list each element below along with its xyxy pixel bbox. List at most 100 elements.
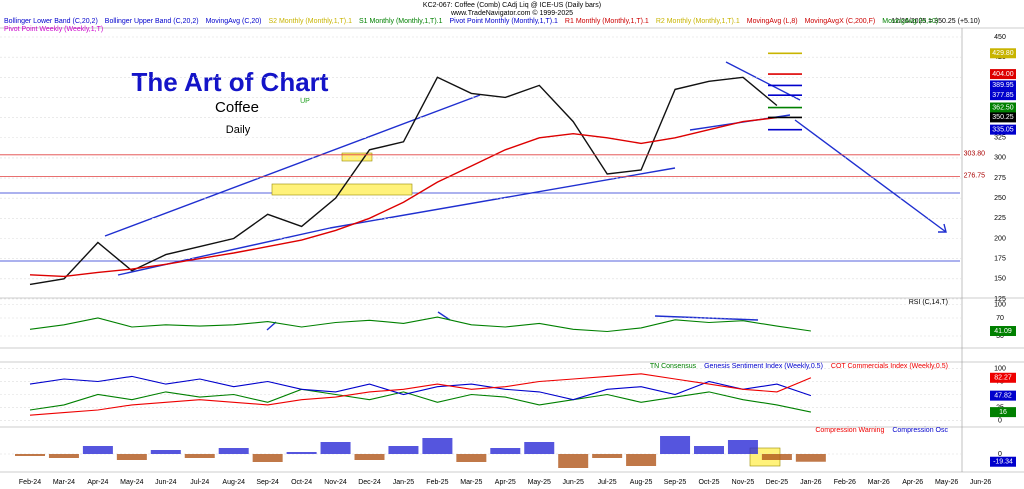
chart-subtitle: Coffee	[215, 99, 259, 116]
osc-bar	[558, 454, 589, 468]
x-tick-label: Jul-25	[598, 479, 617, 486]
level-label: 377.85	[992, 92, 1014, 99]
osc-bar	[422, 438, 453, 454]
value-label: 16	[999, 409, 1007, 416]
y-tick-label: 70	[996, 315, 1004, 322]
period: Daily	[226, 124, 251, 136]
x-tick-label: Jun-24	[155, 479, 177, 486]
osc-bar	[116, 454, 147, 460]
x-tick-label: May-26	[935, 479, 958, 486]
series-line	[29, 76, 778, 286]
x-tick-label: Mar-25	[460, 479, 482, 486]
legend-item: Pivot Point Monthly (Monthly,1,T).1	[450, 18, 559, 25]
x-tick-label: Dec-24	[358, 479, 381, 486]
x-tick-label: Oct-24	[291, 479, 312, 486]
value-label: -19.34	[993, 459, 1013, 466]
x-tick-label: Feb-24	[19, 479, 41, 486]
value-box	[990, 326, 1016, 337]
value-label: 47.82	[994, 392, 1012, 399]
legend-item: Compression Osc	[892, 427, 948, 434]
y-tick-label: 175	[994, 255, 1006, 262]
level-box	[990, 112, 1016, 123]
x-tick-label: Feb-26	[834, 479, 856, 486]
x-tick-label: Mar-24	[53, 479, 75, 486]
x-tick-label: Sep-25	[664, 479, 687, 486]
x-tick-label: Jun-25	[562, 479, 584, 486]
level-label: 362.50	[992, 104, 1014, 111]
legend-item: S2 Monthly (Monthly,1,T).1	[268, 18, 352, 25]
osc-bar	[626, 454, 657, 466]
annotation: UP	[300, 98, 310, 105]
y-tick-label: 30	[996, 333, 1004, 340]
legend-weekly: Pivot Point Weekly (Weekly,1,T)	[4, 26, 103, 33]
level-box	[990, 80, 1016, 91]
series-line	[29, 316, 811, 333]
level-box	[990, 124, 1016, 135]
legend-item: COT Commercials Index (Weekly,0.5)	[831, 363, 948, 370]
series-line	[29, 388, 812, 413]
y-tick-label: 0	[998, 417, 1002, 424]
series-line	[29, 373, 812, 416]
legend-item: TN Consensus	[650, 363, 697, 370]
osc-bar	[456, 454, 487, 462]
x-tick-label: Oct-25	[698, 479, 719, 486]
h-line-label: 276.75	[964, 172, 986, 179]
legend-item: MovingAvg (L,8)	[747, 18, 798, 25]
rsi-title: RSI (C,14,T)	[909, 299, 948, 306]
value-box	[990, 456, 1016, 467]
x-tick-label: May-24	[120, 479, 143, 486]
legend-item: MovingAvg (C,20)	[206, 18, 262, 25]
legend-item: Genesis Sentiment Index (Weekly,0.5)	[704, 363, 823, 370]
x-tick-label: May-25	[528, 479, 551, 486]
value-label: 82.27	[994, 375, 1012, 382]
y-tick-label: 100	[994, 301, 1006, 308]
osc-bar	[795, 454, 826, 462]
legend-item: Bollinger Lower Band (C,20,2)	[4, 18, 98, 25]
series-line	[29, 116, 777, 278]
osc-bar	[524, 442, 555, 454]
panel-borders	[0, 27, 1024, 473]
level-box	[990, 102, 1016, 113]
osc-bar	[48, 454, 79, 458]
x-tick-label: Nov-24	[324, 479, 347, 486]
osc-bar	[388, 446, 419, 454]
y-tick-label: 300	[994, 155, 1006, 162]
x-tick-label: Jan-25	[393, 479, 415, 486]
osc-bar	[320, 442, 351, 454]
legend-item: MovingAvg (H,10)	[882, 18, 938, 25]
osc-bar	[82, 446, 113, 454]
y-tick-label: 125	[994, 296, 1006, 303]
x-tick-label: Apr-24	[87, 479, 108, 486]
y-tick-label: 450	[994, 34, 1006, 41]
osc-bar	[150, 450, 181, 454]
level-label: 389.95	[992, 82, 1014, 89]
x-tick-label: Sep-24	[256, 479, 279, 486]
level-label: 404.00	[992, 71, 1014, 78]
osc-bar	[490, 448, 521, 454]
legend-item: S1 Monthly (Monthly,1,T).1	[359, 18, 443, 25]
osc-bar	[184, 454, 215, 458]
osc-bar	[761, 454, 792, 460]
y-tick-label: 325	[994, 135, 1006, 142]
chart-title: The Art of Chart	[132, 67, 329, 97]
level-label: 429.80	[992, 50, 1014, 57]
value-box	[990, 407, 1016, 418]
x-tick-label: Apr-25	[495, 479, 516, 486]
osc-bar	[694, 446, 724, 454]
y-tick-label: 250	[994, 195, 1006, 202]
level-label: 335.05	[992, 126, 1014, 133]
legend-item: R2 Monthly (Monthly,1,T).1	[656, 18, 740, 25]
x-tick-label: Jul-24	[190, 479, 209, 486]
level-box	[990, 90, 1016, 101]
osc-bar	[660, 436, 691, 454]
osc-bar	[252, 454, 283, 462]
value-box	[990, 390, 1016, 401]
h-line-label: 303.80	[964, 151, 986, 158]
x-tick-label: Aug-25	[630, 479, 653, 486]
value-label: 41.09	[994, 328, 1012, 335]
legend-item: R1 Monthly (Monthly,1,T).1	[565, 18, 649, 25]
x-tick-label: Apr-26	[902, 479, 923, 486]
value-box	[990, 372, 1016, 383]
level-box	[990, 48, 1016, 59]
